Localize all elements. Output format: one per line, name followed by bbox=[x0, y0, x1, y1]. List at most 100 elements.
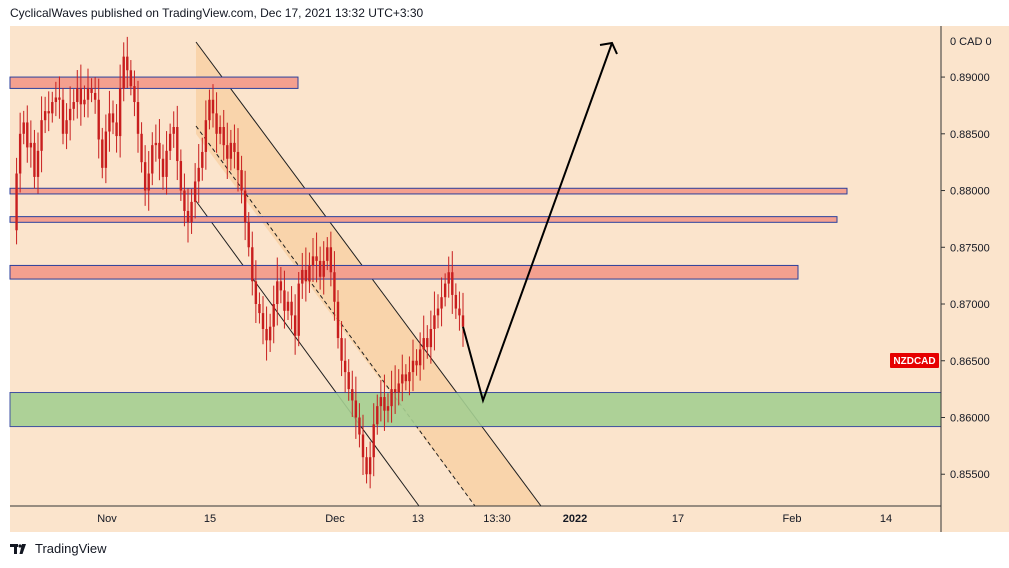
price-tick-label: 0.88500 bbox=[950, 129, 990, 141]
candle-body bbox=[436, 308, 440, 316]
candle-body bbox=[340, 338, 343, 361]
candle-body bbox=[36, 150, 40, 177]
candle-body bbox=[415, 360, 418, 366]
candle-body bbox=[115, 122, 118, 137]
time-tick-label: 15 bbox=[204, 513, 216, 525]
candle-body bbox=[140, 133, 143, 163]
candle-body bbox=[68, 108, 72, 121]
candle-body bbox=[126, 56, 129, 71]
candles-layer bbox=[15, 36, 465, 489]
price-chart[interactable]: 0 CAD 0 0.89000 0.88500 0.88000 0.87500 0.87… bbox=[0, 26, 1009, 532]
chart-area[interactable]: 0 CAD 0 0.89000 0.88500 0.88000 0.87500 0.87… bbox=[0, 26, 1009, 532]
projection-layer bbox=[462, 41, 618, 404]
price-tick-label: 0.87500 bbox=[950, 242, 990, 254]
candle-body bbox=[72, 102, 75, 109]
candle-body bbox=[186, 210, 190, 223]
time-tick-label: 17 bbox=[672, 513, 684, 525]
candle-body bbox=[165, 150, 168, 177]
candle-body bbox=[426, 338, 429, 348]
support-zone-5 bbox=[9, 392, 942, 428]
candle-body bbox=[440, 297, 443, 309]
candle-body bbox=[433, 315, 436, 329]
candle-body bbox=[122, 56, 125, 89]
candle-body bbox=[358, 417, 361, 435]
candle-body bbox=[18, 133, 22, 174]
candle-body bbox=[86, 88, 90, 100]
publish-info: CyclicalWaves published on TradingView.c… bbox=[10, 6, 424, 20]
time-axis-ticks: Nov 15 Dec 13 13:30 2022 17 Feb 14 bbox=[97, 513, 892, 525]
candle-body bbox=[190, 201, 193, 223]
candle-body bbox=[90, 88, 93, 93]
candle-body bbox=[193, 181, 197, 202]
price-axis-panel bbox=[941, 26, 1009, 532]
candle-body bbox=[226, 145, 229, 159]
candle-body bbox=[336, 301, 340, 339]
candle-body bbox=[51, 102, 54, 114]
candle-body bbox=[43, 111, 47, 121]
candle-body bbox=[308, 265, 311, 282]
candle-body bbox=[58, 97, 61, 100]
candle-body bbox=[347, 372, 350, 390]
candle-body bbox=[65, 120, 68, 134]
time-axis-panel bbox=[10, 506, 941, 532]
candle-body bbox=[290, 301, 293, 316]
candle-body bbox=[176, 126, 179, 162]
candle-body bbox=[301, 269, 304, 284]
price-axis-ticks: 0.89000 0.88500 0.88000 0.87500 0.87000 0.865… bbox=[941, 72, 990, 481]
tradingview-logo-icon bbox=[10, 543, 26, 554]
candle-body bbox=[251, 247, 254, 282]
time-tick-label: 14 bbox=[880, 513, 892, 525]
candle-body bbox=[329, 247, 333, 273]
candle-body bbox=[361, 434, 365, 458]
candle-body bbox=[143, 162, 147, 191]
candle-body bbox=[297, 283, 300, 336]
time-tick-label: 13 bbox=[412, 513, 424, 525]
candle-body bbox=[76, 88, 79, 103]
candle-body bbox=[354, 400, 358, 418]
candle-body bbox=[211, 99, 215, 114]
candle-body bbox=[158, 142, 161, 159]
candle-body bbox=[40, 120, 43, 151]
candle-body bbox=[322, 260, 325, 277]
candle-body bbox=[258, 304, 261, 314]
candle-body bbox=[283, 290, 286, 311]
time-tick-label: Dec bbox=[325, 513, 345, 525]
candle-body bbox=[315, 256, 318, 261]
candle-body bbox=[401, 374, 404, 384]
candle-body bbox=[229, 142, 233, 159]
candle-body bbox=[404, 374, 408, 382]
candle-body bbox=[201, 151, 204, 168]
resistance-zone-3 bbox=[9, 216, 838, 223]
candle-body bbox=[233, 142, 236, 152]
candle-body bbox=[22, 122, 25, 134]
channel-lower-line bbox=[195, 200, 420, 507]
candle-body bbox=[447, 272, 450, 284]
candle-body bbox=[397, 383, 400, 393]
candle-body bbox=[461, 315, 465, 327]
brand-name: TradingView bbox=[35, 541, 107, 556]
candle-body bbox=[272, 304, 275, 327]
candle-body bbox=[236, 151, 240, 171]
resistance-zone-1 bbox=[9, 76, 299, 89]
price-tick-label: 0.86500 bbox=[950, 356, 990, 368]
candle-body bbox=[218, 126, 222, 134]
candle-body bbox=[343, 360, 347, 373]
candle-body bbox=[368, 457, 372, 475]
candle-body bbox=[276, 281, 279, 305]
candle-body bbox=[33, 142, 36, 177]
candle-body bbox=[129, 70, 133, 87]
candle-body bbox=[411, 360, 415, 373]
candle-body bbox=[351, 389, 354, 401]
time-tick-label: 2022 bbox=[563, 513, 587, 525]
candle-body bbox=[101, 139, 104, 168]
candle-body bbox=[61, 99, 65, 134]
price-tick-label: 0.88000 bbox=[950, 186, 990, 198]
candle-body bbox=[429, 328, 433, 348]
candle-body bbox=[154, 142, 158, 146]
candle-body bbox=[311, 256, 315, 266]
candle-body bbox=[265, 328, 268, 341]
candle-body bbox=[333, 272, 336, 302]
candle-body bbox=[26, 122, 29, 148]
candle-body bbox=[376, 406, 379, 425]
candle-body bbox=[215, 113, 218, 134]
